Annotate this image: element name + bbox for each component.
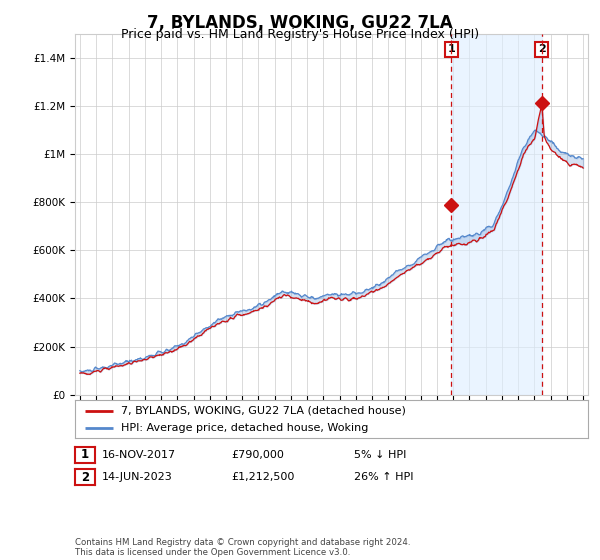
Text: 2: 2 <box>81 470 89 484</box>
Text: £1,212,500: £1,212,500 <box>231 472 295 482</box>
Text: 5% ↓ HPI: 5% ↓ HPI <box>354 450 406 460</box>
Text: Price paid vs. HM Land Registry's House Price Index (HPI): Price paid vs. HM Land Registry's House … <box>121 28 479 41</box>
Text: HPI: Average price, detached house, Woking: HPI: Average price, detached house, Woki… <box>121 423 368 433</box>
Text: Contains HM Land Registry data © Crown copyright and database right 2024.
This d: Contains HM Land Registry data © Crown c… <box>75 538 410 557</box>
Text: 2: 2 <box>538 44 545 54</box>
Text: 1: 1 <box>448 44 455 54</box>
Text: 14-JUN-2023: 14-JUN-2023 <box>102 472 173 482</box>
Text: 7, BYLANDS, WOKING, GU22 7LA (detached house): 7, BYLANDS, WOKING, GU22 7LA (detached h… <box>121 405 406 416</box>
Text: 7, BYLANDS, WOKING, GU22 7LA: 7, BYLANDS, WOKING, GU22 7LA <box>147 14 453 32</box>
Text: 26% ↑ HPI: 26% ↑ HPI <box>354 472 413 482</box>
Text: £790,000: £790,000 <box>231 450 284 460</box>
Bar <box>451 34 542 395</box>
Text: 1: 1 <box>81 448 89 461</box>
Text: 16-NOV-2017: 16-NOV-2017 <box>102 450 176 460</box>
